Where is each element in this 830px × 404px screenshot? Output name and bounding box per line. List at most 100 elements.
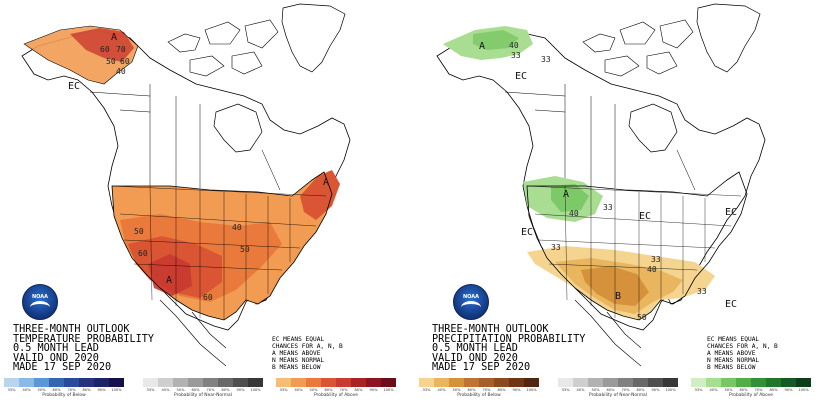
tick-label: 40% xyxy=(22,388,31,392)
tick-label: 90% xyxy=(512,388,521,392)
tick-label: 70% xyxy=(621,388,630,392)
color-swatch xyxy=(479,378,494,387)
contour-label: 33 xyxy=(551,243,561,252)
color-swatch xyxy=(663,378,678,387)
tick-label: 33% xyxy=(694,388,703,392)
color-swatch xyxy=(351,378,366,387)
legend-line: B MEANS BELOW xyxy=(707,363,756,371)
tick-label: 80% xyxy=(636,388,645,392)
greenland-outline xyxy=(696,3,761,73)
color-swatch xyxy=(188,378,203,387)
tick-label: 80% xyxy=(82,388,91,392)
tick-label: 33% xyxy=(279,388,288,392)
arctic-islands xyxy=(582,19,694,77)
noaa-logo: NOAA xyxy=(22,284,58,320)
tick-label: 70% xyxy=(754,388,763,392)
color-swatch xyxy=(706,378,721,387)
contour-label: 50 xyxy=(240,245,250,254)
conus-above-shade-core xyxy=(148,254,192,296)
tick-label: 90% xyxy=(784,388,793,392)
contour-label: 50 xyxy=(106,57,116,66)
scale-caption: Probability of Above xyxy=(728,393,773,398)
contour-label: 33 xyxy=(541,55,551,64)
province-lines xyxy=(504,84,696,191)
color-swatch xyxy=(558,378,573,387)
color-swatch xyxy=(691,378,706,387)
probability-scale: 33% 40% 50% 60% 70% 80% 90% 100% Probability of … xyxy=(143,378,263,398)
contour-label: 50 xyxy=(134,227,144,236)
color-swatch xyxy=(648,378,663,387)
color-swatch xyxy=(173,378,188,387)
scale-swatches xyxy=(691,378,811,387)
color-swatch xyxy=(449,378,464,387)
legend-line: EC MEANS EQUAL xyxy=(272,336,325,343)
scale-swatches xyxy=(276,378,396,387)
color-swatch xyxy=(573,378,588,387)
precipitation-map xyxy=(436,3,766,367)
probability-scale: 33% 40% 50% 60% 70% 80% 90% 100% Probability of … xyxy=(4,378,124,398)
contour-label: 60 xyxy=(120,57,130,66)
contour-label: 60 xyxy=(203,293,213,302)
tick-label: 90% xyxy=(97,388,106,392)
tick-label: 60% xyxy=(52,388,61,392)
color-swatch xyxy=(366,378,381,387)
above-label-alaska: A xyxy=(111,32,118,43)
contour-label: 60 xyxy=(138,249,148,258)
color-swatch xyxy=(736,378,751,387)
color-swatch xyxy=(143,378,158,387)
tick-label: 80% xyxy=(221,388,230,392)
color-swatch xyxy=(633,378,648,387)
title-line: THREE-MONTH OUTLOOK xyxy=(432,324,549,335)
tick-label: 80% xyxy=(354,388,363,392)
legend-line: A MEANS ABOVE xyxy=(707,349,756,357)
tick-label: 100% xyxy=(383,388,394,392)
scale-swatches xyxy=(419,378,539,387)
temperature-map xyxy=(21,3,351,367)
color-swatch xyxy=(218,378,233,387)
tick-label: 90% xyxy=(369,388,378,392)
tick-label: 100% xyxy=(526,388,537,392)
contour-label: 60 xyxy=(100,45,110,54)
color-swatch xyxy=(434,378,449,387)
above-label-alaska: A xyxy=(479,41,486,52)
color-swatch xyxy=(94,378,109,387)
legend-line: A MEANS ABOVE xyxy=(272,349,321,357)
tick-label: 50% xyxy=(176,388,185,392)
title-line: VALID OND 2020 xyxy=(432,352,518,364)
contour-label: 33 xyxy=(651,255,661,264)
tick-label: 90% xyxy=(651,388,660,392)
tick-label: 70% xyxy=(67,388,76,392)
contour-label: 40 xyxy=(569,209,579,218)
scale-ticks: 33% 40% 50% 60% 70% 80% 90% 100% xyxy=(419,388,539,392)
precipitation-outlook-title: THREE-MONTH OUTLOOK PRECIPITATION PROBAB… xyxy=(432,324,585,373)
noaa-logo: NOAA xyxy=(453,284,489,320)
tick-label: 40% xyxy=(437,388,446,392)
tick-label: 60% xyxy=(191,388,200,392)
mexico-outline xyxy=(159,299,227,367)
tick-label: 70% xyxy=(206,388,215,392)
tick-label: 100% xyxy=(665,388,676,392)
scale-ticks: 33% 40% 50% 60% 70% 80% 90% 100% xyxy=(4,388,124,392)
color-swatch xyxy=(19,378,34,387)
title-line: MADE 17 SEP 2020 xyxy=(13,362,112,374)
ec-label-west: EC xyxy=(521,227,534,238)
scale-ticks: 33% 40% 50% 60% 70% 80% 90% 100% xyxy=(691,388,811,392)
color-swatch xyxy=(276,378,291,387)
tick-label: 100% xyxy=(111,388,122,392)
ec-label-alaska: EC xyxy=(515,71,528,82)
scale-caption: Probability of Near-Normal xyxy=(589,393,647,398)
contour-label: 40 xyxy=(116,67,126,76)
scale-swatches xyxy=(143,378,263,387)
scale-swatches xyxy=(558,378,678,387)
tick-label: 60% xyxy=(467,388,476,392)
scale-caption: Probability of Above xyxy=(313,393,358,398)
contour-label: 33 xyxy=(511,51,521,60)
legend-line: N MEANS NORMAL xyxy=(272,356,325,364)
scale-ticks: 33% 40% 50% 60% 70% 80% 90% 100% xyxy=(143,388,263,392)
tick-label: 80% xyxy=(497,388,506,392)
province-lines xyxy=(89,84,281,191)
tick-label: 100% xyxy=(250,388,261,392)
arctic-islands xyxy=(167,19,279,77)
state-lines xyxy=(111,185,327,320)
ec-label-alaska: EC xyxy=(68,81,81,92)
